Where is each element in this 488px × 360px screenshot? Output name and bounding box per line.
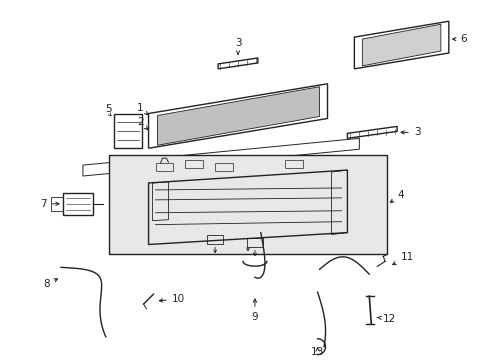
Bar — [114, 113, 142, 148]
Text: 4: 4 — [389, 190, 404, 203]
Text: 3: 3 — [400, 127, 420, 138]
Bar — [51, 197, 63, 211]
Bar — [108, 155, 386, 255]
Text: 8: 8 — [43, 279, 58, 289]
Bar — [284, 160, 302, 168]
Bar — [63, 193, 93, 215]
Polygon shape — [157, 87, 319, 145]
Text: 3: 3 — [234, 38, 241, 54]
Text: 12: 12 — [376, 314, 395, 324]
Text: 5: 5 — [105, 104, 112, 113]
Bar — [155, 163, 173, 171]
Bar — [185, 160, 203, 168]
Text: 1: 1 — [137, 103, 147, 115]
Bar — [215, 163, 233, 171]
Text: 9: 9 — [251, 299, 258, 322]
Text: 13: 13 — [310, 347, 324, 357]
Text: 7: 7 — [40, 199, 59, 209]
Polygon shape — [362, 24, 440, 66]
Bar — [207, 235, 223, 244]
Text: 2: 2 — [137, 117, 147, 130]
Text: 11: 11 — [392, 252, 413, 265]
Bar — [246, 238, 263, 247]
Text: 6: 6 — [452, 34, 466, 44]
Text: 10: 10 — [159, 294, 184, 304]
